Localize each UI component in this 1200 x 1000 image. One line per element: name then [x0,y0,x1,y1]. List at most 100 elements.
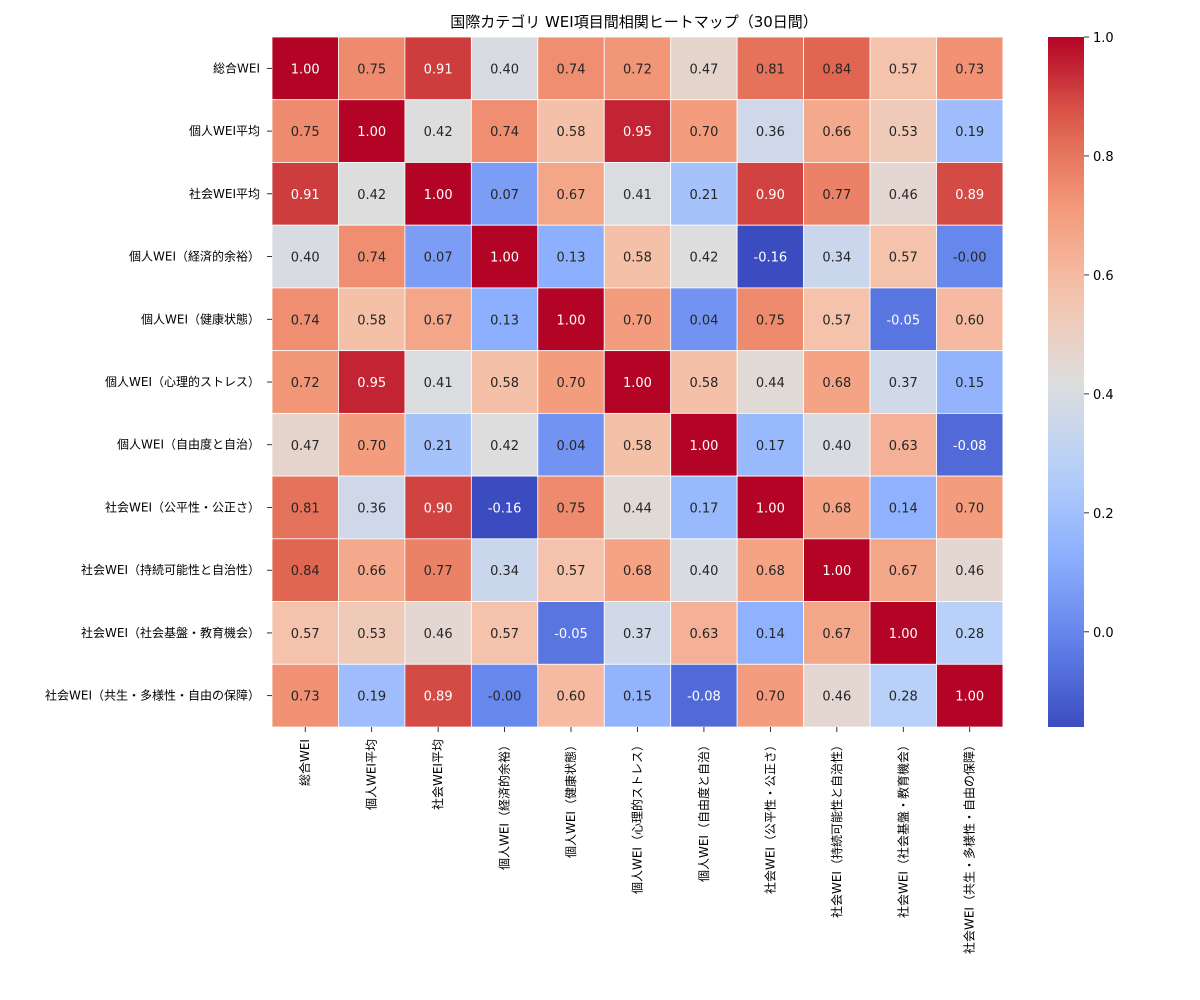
cell-value-label: 0.53 [357,627,386,642]
cell-value-label: 1.00 [424,188,453,203]
x-axis-labels: 総合WEI 個人WEI平均 社会WEI平均 個人WEI（経済的余裕） 個人WEI（健康状… [297,727,977,954]
cell-value-label: 0.17 [689,501,718,516]
cell-value-label: 0.77 [822,188,851,203]
heatmap-cell [603,287,672,352]
cell-value-label: 0.91 [424,62,453,77]
y-tick-label: 個人WEI（心理的ストレス） [105,374,260,389]
cell-value-label: 0.70 [955,501,984,516]
heatmap-cell [537,224,605,289]
colorbar-tick-label: 0.2 [1093,507,1114,522]
cell-value-label: 0.07 [490,188,519,203]
y-tick-label: 社会WEI（共生・多様性・自由の保障） [45,688,260,703]
cell-value-label: 0.04 [557,439,586,454]
cell-value-label: 0.28 [955,627,984,642]
y-tick-label: 社会WEI（持続可能性と自治性） [81,562,260,577]
cell-value-label: 0.40 [822,439,851,454]
cell-value-label: 0.57 [557,564,586,579]
cell-value-label: 0.57 [889,251,918,266]
heatmap-cell [537,99,605,163]
cell-value-label: -0.05 [886,313,920,328]
heatmap-cell [404,601,472,665]
heatmap-cell [803,287,871,352]
cell-value-label: 0.90 [756,188,785,203]
cell-value-label: 0.67 [822,627,851,642]
heatmap-cell [936,412,1004,477]
heatmap-cell [603,475,672,540]
cell-value-label: 0.81 [756,62,785,77]
heatmap-cell [869,663,937,728]
heatmap-cell [338,224,406,289]
cell-value-label: 0.47 [291,439,320,454]
cell-value-label: -0.08 [687,690,721,705]
y-tick-label: 社会WEI平均 [189,186,260,201]
heatmap-cell [803,350,871,414]
y-tick-label: 個人WEI（自由度と自治） [117,437,260,452]
heatmap-cell [338,287,406,352]
cell-value-label: 0.84 [822,62,851,77]
heatmap-cell [803,601,871,665]
cell-value-label: 0.67 [889,564,918,579]
cell-value-label: 1.00 [822,564,851,579]
y-tick-label: 個人WEI平均 [189,124,260,138]
cell-value-label: 1.00 [490,251,519,266]
colorbar-tick-label: 0.4 [1093,388,1114,403]
x-tick-label: 社会WEI（公平性・公正さ） [762,739,777,894]
heatmap-cell [670,475,738,540]
cell-value-label: 0.67 [424,313,453,328]
heatmap-cell [271,663,339,728]
cell-value-label: 0.89 [424,690,453,705]
heatmap-cell [869,287,937,352]
cell-value-label: 0.73 [955,62,984,77]
heatmap-cell [936,475,1004,540]
cell-value-label: 0.72 [623,62,652,77]
cell-value-label: 0.67 [557,188,586,203]
colorbar [1048,37,1084,727]
cell-value-label: 0.77 [424,564,453,579]
cell-value-label: -0.05 [554,627,588,642]
cell-value-label: 0.57 [822,313,851,328]
x-tick-label: 社会WEI平均 [430,739,445,810]
heatmap-cell [936,36,1004,101]
cell-value-label: 0.07 [424,251,453,266]
heatmap-cell [603,663,672,728]
y-tick-label: 総合WEI [213,60,260,75]
heatmap-cell [271,36,339,101]
cell-value-label: 0.58 [623,251,652,266]
cell-value-label: 1.00 [291,62,320,77]
heatmap-cell [670,412,738,477]
heatmap-cell [470,287,539,352]
cell-value-label: 1.00 [889,627,918,642]
heatmap-cell [936,663,1004,728]
cell-value-label: 0.81 [291,501,320,516]
heatmap-cell [936,601,1004,665]
heatmap-cell [271,162,339,226]
cell-value-label: 0.58 [557,125,586,140]
cell-value-label: 0.41 [623,188,652,203]
cell-value-label: 0.15 [623,690,652,705]
heatmap-cell [736,601,805,665]
cell-value-label: 0.21 [424,439,453,454]
heatmap-cell [404,538,472,602]
cell-value-label: 0.63 [689,627,718,642]
heatmap-cell [936,162,1004,226]
heatmap-cell [936,224,1004,289]
heatmap-cell [271,601,339,665]
cell-value-label: 0.89 [955,188,984,203]
cell-value-label: 0.75 [291,125,320,140]
x-tick-label: 総合WEI [297,739,312,786]
heatmap-cell [603,36,672,101]
heatmap-cell [603,538,672,602]
heatmap-cell [736,36,805,101]
heatmap-cell [803,224,871,289]
cell-value-label: 0.84 [291,564,320,579]
cell-value-label: 0.15 [955,376,984,391]
cell-value-label: 0.46 [955,564,984,579]
heatmap-cell [537,601,605,665]
heatmap-cell [470,601,539,665]
heatmap-cell [869,475,937,540]
cell-value-label: 0.46 [424,627,453,642]
cell-value-label: 0.66 [822,125,851,140]
cell-value-label: -0.16 [754,251,788,266]
colorbar-tick-label: 0.8 [1093,150,1114,165]
